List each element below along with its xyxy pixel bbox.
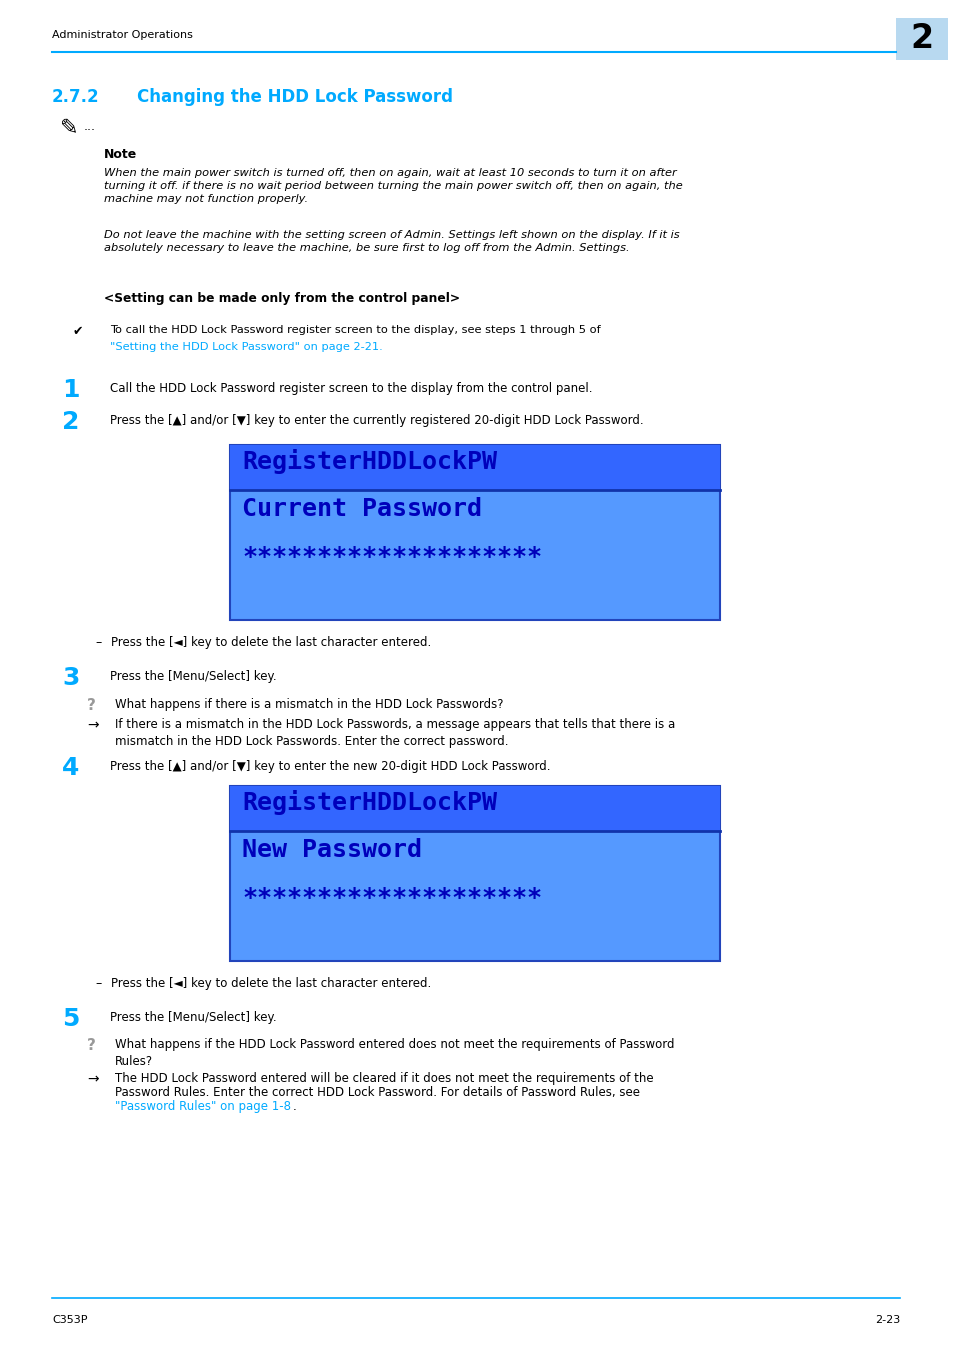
Text: 2: 2 xyxy=(909,23,933,55)
Text: 3: 3 xyxy=(62,666,79,690)
Text: ?: ? xyxy=(87,698,95,713)
Text: Do not leave the machine with the setting screen of Admin. Settings left shown o: Do not leave the machine with the settin… xyxy=(104,230,679,254)
Text: 1: 1 xyxy=(62,378,79,402)
Text: Administrator Operations: Administrator Operations xyxy=(52,30,193,40)
Text: New Password: New Password xyxy=(242,838,421,863)
Text: 2: 2 xyxy=(62,410,79,433)
Text: –: – xyxy=(95,636,101,649)
Bar xyxy=(230,446,720,620)
Text: C353P: C353P xyxy=(52,1315,88,1324)
Text: Changing the HDD Lock Password: Changing the HDD Lock Password xyxy=(137,88,453,107)
Text: ********************: ******************** xyxy=(242,886,541,910)
Text: Press the [Menu/Select] key.: Press the [Menu/Select] key. xyxy=(110,670,276,683)
Text: Current Password: Current Password xyxy=(242,497,481,521)
Text: →: → xyxy=(87,718,98,732)
Text: The HDD Lock Password entered will be cleared if it does not meet the requiremen: The HDD Lock Password entered will be cl… xyxy=(115,1072,653,1085)
Text: RegisterHDDLockPW: RegisterHDDLockPW xyxy=(242,790,497,815)
Bar xyxy=(230,446,720,490)
Text: ?: ? xyxy=(87,1038,95,1053)
Text: <Setting can be made only from the control panel>: <Setting can be made only from the contr… xyxy=(104,292,459,305)
Text: 5: 5 xyxy=(62,1007,79,1031)
Text: If there is a mismatch in the HDD Lock Passwords, a message appears that tells t: If there is a mismatch in the HDD Lock P… xyxy=(115,718,675,748)
Text: –: – xyxy=(95,977,101,990)
Text: ********************: ******************** xyxy=(242,545,541,568)
Text: "Password Rules" on page 1-8: "Password Rules" on page 1-8 xyxy=(115,1100,291,1112)
Text: RegisterHDDLockPW: RegisterHDDLockPW xyxy=(242,450,497,474)
Text: 2.7.2: 2.7.2 xyxy=(52,88,99,107)
Text: "Setting the HDD Lock Password" on page 2-21.: "Setting the HDD Lock Password" on page … xyxy=(110,342,382,352)
Text: Press the [▲] and/or [▼] key to enter the currently registered 20-digit HDD Lock: Press the [▲] and/or [▼] key to enter th… xyxy=(110,414,643,427)
Bar xyxy=(230,786,720,961)
Text: Press the [Menu/Select] key.: Press the [Menu/Select] key. xyxy=(110,1011,276,1025)
Text: Password Rules. Enter the correct HDD Lock Password. For details of Password Rul: Password Rules. Enter the correct HDD Lo… xyxy=(115,1085,639,1099)
Text: →: → xyxy=(87,1072,98,1085)
Text: Press the [◄] key to delete the last character entered.: Press the [◄] key to delete the last cha… xyxy=(111,636,431,649)
Bar xyxy=(230,786,720,832)
Bar xyxy=(895,18,947,59)
Text: What happens if the HDD Lock Password entered does not meet the requirements of : What happens if the HDD Lock Password en… xyxy=(115,1038,674,1068)
Text: 4: 4 xyxy=(62,756,79,780)
Text: ✎: ✎ xyxy=(60,117,78,138)
Text: Press the [◄] key to delete the last character entered.: Press the [◄] key to delete the last cha… xyxy=(111,977,431,990)
Text: ...: ... xyxy=(84,120,96,134)
Text: When the main power switch is turned off, then on again, wait at least 10 second: When the main power switch is turned off… xyxy=(104,167,682,204)
Text: To call the HDD Lock Password register screen to the display, see steps 1 throug: To call the HDD Lock Password register s… xyxy=(110,325,604,335)
Text: .: . xyxy=(293,1100,296,1112)
Text: Call the HDD Lock Password register screen to the display from the control panel: Call the HDD Lock Password register scre… xyxy=(110,382,592,396)
Text: ✔: ✔ xyxy=(73,325,84,338)
Text: 2-23: 2-23 xyxy=(874,1315,899,1324)
Text: Note: Note xyxy=(104,148,137,161)
Text: What happens if there is a mismatch in the HDD Lock Passwords?: What happens if there is a mismatch in t… xyxy=(115,698,503,711)
Text: Press the [▲] and/or [▼] key to enter the new 20-digit HDD Lock Password.: Press the [▲] and/or [▼] key to enter th… xyxy=(110,760,550,774)
